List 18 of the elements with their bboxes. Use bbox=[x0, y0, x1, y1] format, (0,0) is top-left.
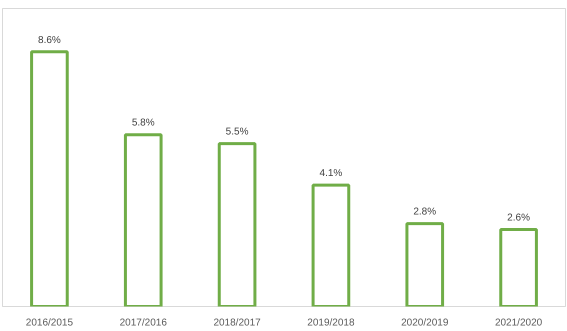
x-tick-label: 2021/2020 bbox=[494, 318, 543, 328]
data-label: 2.8% bbox=[413, 206, 436, 218]
x-tick-label: 2019/2018 bbox=[307, 318, 355, 328]
bar bbox=[405, 222, 444, 306]
bar bbox=[218, 142, 256, 306]
x-tick-label: 2018/2017 bbox=[213, 318, 262, 328]
bar bbox=[30, 50, 69, 306]
data-label: 5.5% bbox=[226, 126, 249, 138]
data-label: 8.6% bbox=[38, 34, 61, 46]
data-label: 4.1% bbox=[320, 168, 342, 180]
data-label: 2.6% bbox=[507, 212, 530, 224]
x-tick-label: 2017/2016 bbox=[120, 318, 168, 328]
bar bbox=[312, 184, 350, 306]
bar bbox=[124, 133, 163, 306]
data-label: 5.8% bbox=[132, 118, 155, 129]
bar bbox=[499, 228, 538, 306]
x-tick-label: 2016/2015 bbox=[26, 318, 74, 328]
x-tick-label: 2020/2019 bbox=[401, 318, 449, 328]
